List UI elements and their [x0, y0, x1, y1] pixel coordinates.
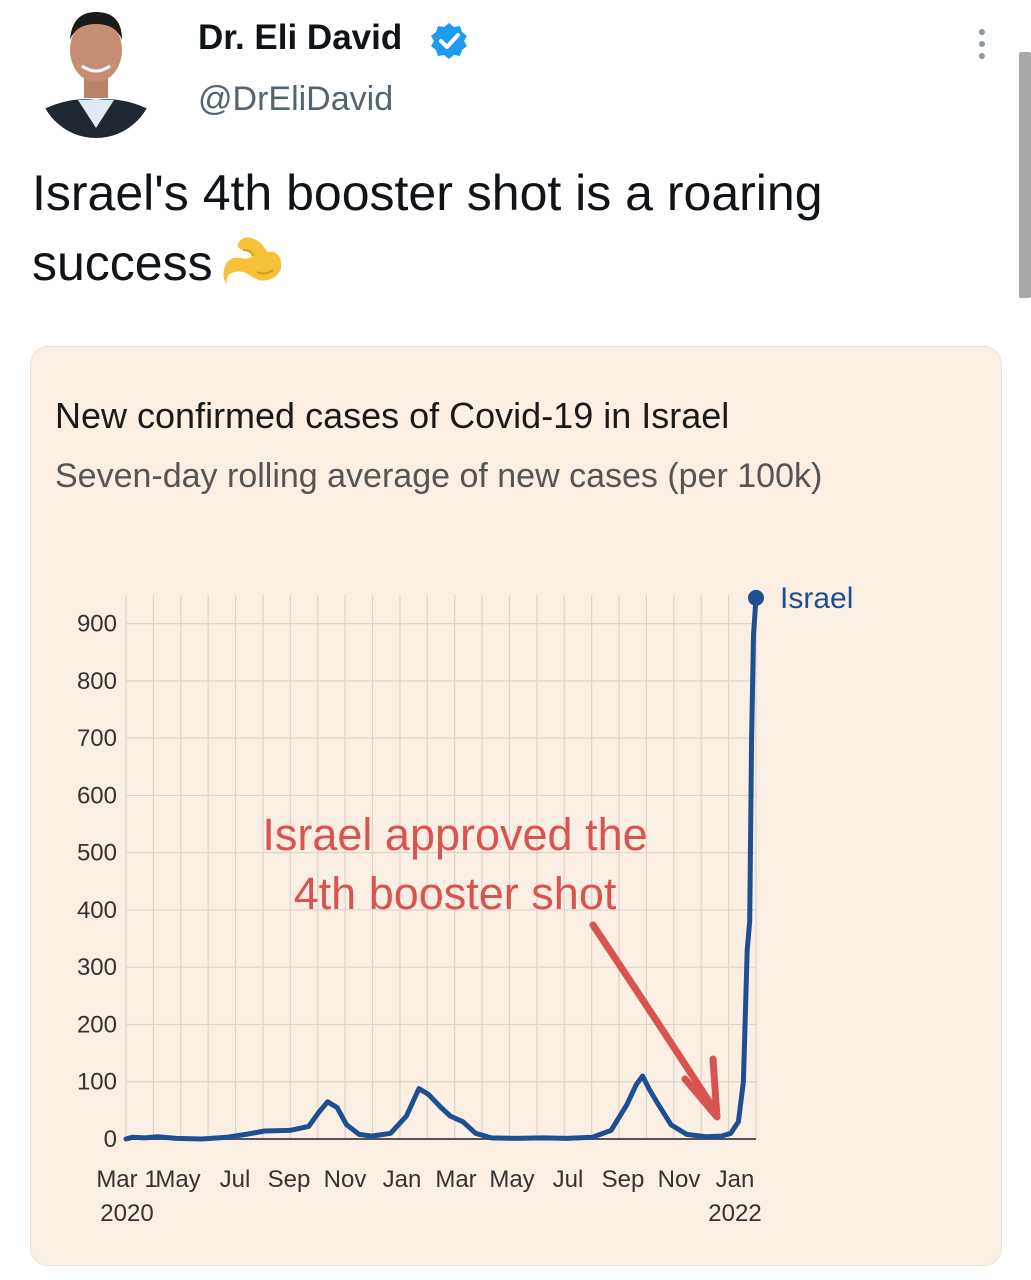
avatar[interactable]	[38, 0, 154, 138]
series-line-israel	[123, 595, 759, 1142]
y-tick-label: 100	[77, 1069, 117, 1096]
x-tick-label: Mar 1	[96, 1166, 157, 1193]
y-tick-label: 900	[77, 611, 117, 638]
annotation-arrow	[589, 921, 718, 1113]
more-options-icon[interactable]	[970, 24, 994, 64]
scrollbar[interactable]	[1019, 52, 1031, 298]
series-end-point	[748, 589, 764, 606]
tweet-text-content: Israel's 4th booster shot is a roaring s…	[32, 165, 823, 291]
x-tick-label: Nov	[324, 1166, 367, 1193]
x-tick-label: Jan	[716, 1166, 755, 1193]
x-tick-label: May	[489, 1166, 534, 1193]
author-name[interactable]: Dr. Eli David	[198, 18, 403, 57]
chart-title: New confirmed cases of Covid-19 in Israe…	[55, 395, 730, 436]
y-tick-label: 0	[104, 1126, 117, 1153]
x-tick-label: Jul	[220, 1166, 251, 1193]
annotation-line-2: 4th booster shot	[294, 868, 617, 919]
x-tick-label: Jan	[383, 1166, 422, 1193]
chart-card: New confirmed cases of Covid-19 in Israe…	[30, 346, 1002, 1266]
x-tick-label: Nov	[658, 1166, 701, 1193]
chart-subtitle: Seven-day rolling average of new cases (…	[55, 457, 823, 495]
annotation-line-1: Israel approved the	[262, 809, 647, 860]
y-tick-label: 500	[77, 840, 117, 867]
legend-label-israel: Israel	[780, 582, 853, 615]
y-tick-label: 800	[77, 668, 117, 695]
x-tick-label: Mar	[435, 1166, 476, 1193]
y-tick-label: 400	[77, 897, 117, 924]
tweet-text: Israel's 4th booster shot is a roaring s…	[32, 158, 992, 298]
author-handle[interactable]: @DrEliDavid	[198, 80, 394, 118]
y-tick-label: 300	[77, 954, 117, 981]
flexed-biceps-icon	[223, 237, 281, 284]
x-tick-label: Sep	[268, 1166, 311, 1193]
x-tick-label: Sep	[602, 1166, 645, 1193]
y-tick-label: 600	[77, 782, 117, 809]
y-tick-label: 200	[77, 1011, 117, 1038]
verified-badge-icon	[431, 23, 467, 59]
x-tick-year-label: 2020	[100, 1200, 153, 1227]
x-tick-label: May	[155, 1166, 200, 1193]
annotation-arrow-head	[681, 1055, 721, 1121]
x-tick-label: Jul	[553, 1166, 584, 1193]
x-tick-year-label: 2022	[708, 1200, 761, 1227]
tweet-header: Dr. Eli David @DrEliDavid	[0, 0, 1031, 150]
y-tick-label: 700	[77, 725, 117, 752]
